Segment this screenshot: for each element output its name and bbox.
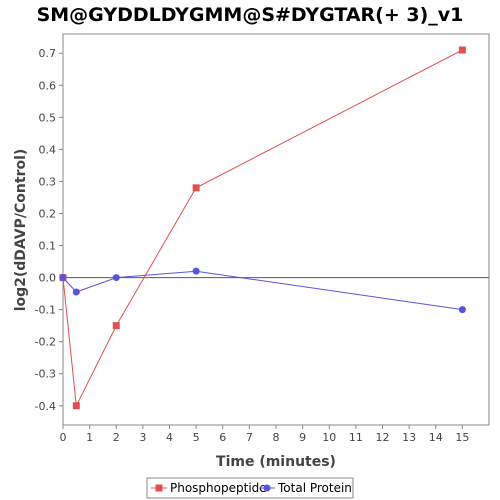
x-tick-label: 9 <box>299 431 306 444</box>
data-point <box>192 184 200 192</box>
legend-marker <box>155 484 163 492</box>
x-tick-label: 8 <box>273 431 280 444</box>
x-tick-label: 14 <box>429 431 443 444</box>
x-tick-label: 6 <box>219 431 226 444</box>
legend-label: Phosphopeptide <box>170 481 267 495</box>
y-tick-label: 0.4 <box>39 143 57 156</box>
y-tick-label: -0.4 <box>35 400 56 413</box>
data-point <box>192 267 200 275</box>
y-tick-label: 0.1 <box>39 240 57 253</box>
data-point <box>112 274 120 282</box>
x-tick-label: 5 <box>193 431 200 444</box>
x-tick-label: 15 <box>455 431 469 444</box>
y-tick-label: -0.3 <box>35 368 56 381</box>
plot-area <box>62 33 490 426</box>
y-tick-label: 0.5 <box>39 111 57 124</box>
x-tick-label: 13 <box>402 431 416 444</box>
x-tick-label: 0 <box>60 431 67 444</box>
x-tick-label: 4 <box>166 431 173 444</box>
y-tick-label: 0.3 <box>39 175 57 188</box>
y-tick-label: 0.7 <box>39 47 57 60</box>
x-tick-label: 10 <box>322 431 336 444</box>
y-tick-label: 0.6 <box>39 79 57 92</box>
x-axis: 0 1 2 3 4 5 6 7 8 9 10 11 12 13 14 15 <box>60 425 469 444</box>
data-point <box>59 274 67 282</box>
y-tick-label: 0.2 <box>39 207 57 220</box>
chart-title: SM@GYDDLDYGMM@S#DYGTAR(+ 3)_v1 <box>37 4 464 26</box>
data-point <box>458 46 466 54</box>
data-point <box>72 402 80 410</box>
series-layer <box>59 46 466 410</box>
x-tick-label: 11 <box>349 431 363 444</box>
data-point <box>458 306 466 314</box>
data-point <box>112 322 120 330</box>
x-tick-label: 3 <box>139 431 146 444</box>
x-tick-label: 2 <box>113 431 120 444</box>
legend-label: Total Protein <box>277 481 352 495</box>
y-tick-label: -0.1 <box>35 304 56 317</box>
y-axis-label: log2(dDAVP/Control) <box>13 149 29 312</box>
x-tick-label: 7 <box>246 431 253 444</box>
y-axis: -0.4 -0.3 -0.2 -0.1 0.0 0.1 0.2 0.3 0.4 0.5 0.6 0.7 <box>35 47 63 413</box>
x-tick-label: 12 <box>376 431 390 444</box>
y-tick-label: 0.0 <box>39 272 57 285</box>
x-axis-label: Time (minutes) <box>216 454 336 470</box>
legend-box <box>146 477 354 499</box>
legend: Phosphopeptide Total Protein <box>146 477 354 499</box>
y-tick-label: -0.2 <box>35 336 56 349</box>
data-point <box>72 288 80 296</box>
x-tick-label: 1 <box>86 431 93 444</box>
legend-marker <box>263 484 271 492</box>
